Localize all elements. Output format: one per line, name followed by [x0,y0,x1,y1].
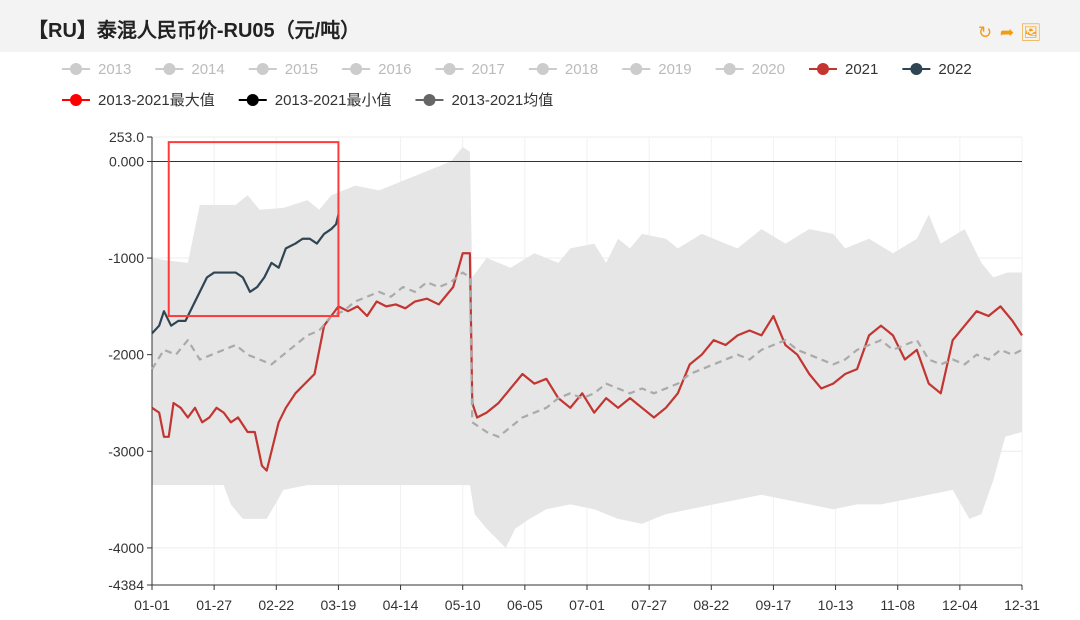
refresh-icon[interactable]: ↻ [977,23,993,42]
chart-title: 【RU】泰混人民币价-RU05（元/吨） [28,20,361,42]
x-tick-label: 10-13 [818,597,854,613]
legend-marker [423,94,436,106]
legend-marker [246,94,259,106]
x-tick-label: 04-14 [383,597,419,613]
range-band [152,146,1022,548]
max-min-band [152,146,1022,548]
legend-item-2016[interactable]: 2016 [342,61,412,78]
legend-item-2019[interactable]: 2019 [622,61,692,78]
series-line-2021 [151,252,1023,472]
x-tick-label: 07-27 [631,597,667,613]
legend-item-2013[interactable]: 2013 [62,61,131,78]
axes: 253.0 0.000 -1000 -2000 -3000 -4000 -4384 01-01… [108,129,1040,613]
legend-marker [536,63,549,75]
legend-item-2022[interactable]: 2022 [902,61,972,78]
legend-marker [256,63,269,75]
legend-item-2013-2021最大值[interactable]: 2013-2021最大值 [62,92,215,109]
legend-label: 2020 [752,61,785,78]
legend-marker [630,63,643,75]
chart-toolbox: ↻ ➦ 🖼 [976,23,1042,42]
y-tick-label: -4000 [108,540,144,556]
x-tick-label: 11-08 [880,597,915,613]
legend-label: 2014 [191,61,224,78]
x-tick-label: 02-22 [258,597,294,613]
legend-label: 2018 [565,61,598,78]
legend-item-2013-2021最小值[interactable]: 2013-2021最小值 [238,92,392,109]
legend-label: 2013-2021最大值 [98,92,215,109]
redo-arrow-icon[interactable]: ➦ [999,23,1015,42]
x-tick-label: 12-31 [1004,597,1040,613]
legend-marker [723,63,736,75]
y-tick-label: 253.0 [109,129,144,145]
legend-marker [910,63,923,75]
save-image-icon[interactable]: 🖼 [1020,23,1042,42]
legend-label: 2016 [378,61,411,78]
legend-marker [70,94,82,106]
legend-marker [350,63,363,75]
legend-item-2017[interactable]: 2017 [435,61,505,78]
y-tick-label: -2000 [108,347,144,363]
legend-item-2013-2021均值[interactable]: 2013-2021均值 [415,92,553,109]
series-lines [151,214,1023,472]
x-tick-label: 07-01 [569,597,605,613]
legend-marker [70,63,82,75]
y-tick-label: -1000 [108,250,144,266]
x-tick-label: 01-01 [134,597,170,613]
legend-label: 2017 [472,61,505,78]
legend-item-2021[interactable]: 2021 [809,61,878,78]
highlight-rectangle [167,141,340,318]
legend-marker [443,63,456,75]
title-bar: 【RU】泰混人民币价-RU05（元/吨） ↻ ➦ 🖼 [0,0,1080,52]
x-tick-label: 05-10 [445,597,481,613]
x-tick-label: 01-27 [196,597,232,613]
y-tick-label: -4384 [108,577,144,593]
legend-marker [817,63,829,75]
legend-item-2015[interactable]: 2015 [248,61,318,78]
legend-label: 2013-2021最小值 [275,92,392,109]
legend-label: 2013-2021均值 [451,92,553,109]
x-tick-label: 09-17 [756,597,792,613]
series-line-2013-2021均值 [151,271,1023,438]
legend-label: 2013 [98,61,131,78]
legend-label: 2019 [658,61,691,78]
x-tick-label: 03-19 [321,597,357,613]
x-tick-label: 06-05 [507,597,543,613]
legend-marker [163,63,176,75]
legend-label: 2022 [938,61,971,78]
series-line-2022 [151,214,340,335]
legend-item-2020[interactable]: 2020 [715,61,785,78]
legend-item-2014[interactable]: 2014 [155,61,225,78]
legend-label: 2015 [285,61,318,78]
y-tick-label: 0.000 [109,153,144,169]
legend: 2013 2014 2015 2016 2017 2018 2019 2020 2021 2022… [62,61,972,109]
x-tick-label: 12-04 [942,597,978,613]
highlight-box [167,141,340,318]
legend-label: 2021 [845,61,878,78]
y-tick-label: -3000 [108,443,144,459]
legend-item-2018[interactable]: 2018 [528,61,598,78]
x-tick-label: 08-22 [693,597,729,613]
